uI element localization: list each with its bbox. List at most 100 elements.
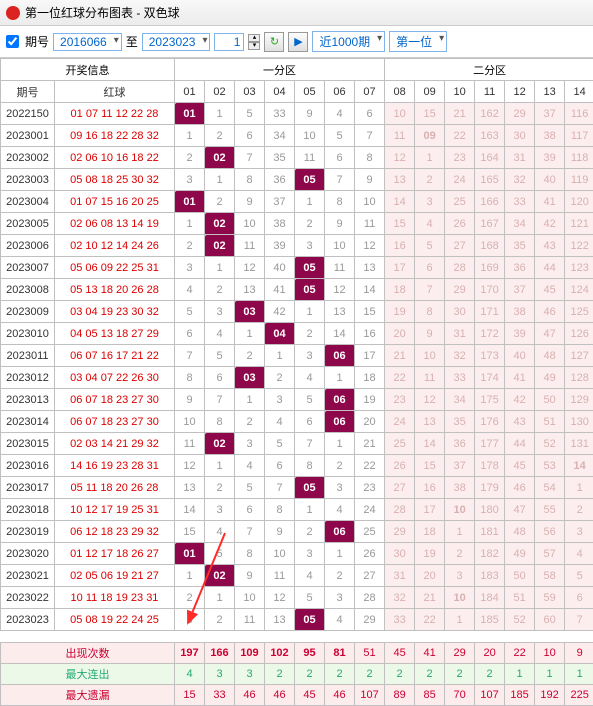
cell-num: 50: [535, 389, 565, 411]
cell-redballs: 02 06 10 16 18 22: [55, 147, 175, 169]
cell-num: 02: [205, 565, 235, 587]
cell-num: 2: [295, 521, 325, 543]
cell-num: 8: [205, 411, 235, 433]
table-row: 202301705 11 18 20 26 281325705323271638…: [1, 477, 593, 499]
range-select[interactable]: 近1000期: [312, 31, 385, 52]
cell-num: 3: [265, 389, 295, 411]
stats-label: 最大连出: [1, 664, 175, 685]
cell-num: 3: [325, 477, 355, 499]
stats-cell: 89: [385, 685, 415, 706]
cell-num: 44: [505, 433, 535, 455]
cell-num: 184: [475, 587, 505, 609]
cell-num: 179: [475, 477, 505, 499]
period-to-select[interactable]: 2023023: [142, 33, 211, 51]
cell-num: 43: [535, 235, 565, 257]
cell-issue: 2023019: [1, 521, 55, 543]
distribution-table: 开奖信息 一分区 二分区 期号 红球 010203040506070809101…: [0, 58, 593, 706]
count-input[interactable]: 1: [214, 33, 244, 51]
cell-num: 5: [235, 477, 265, 499]
cell-redballs: 02 05 06 19 21 27: [55, 565, 175, 587]
table-row: 202301004 05 13 18 27 296410421416209311…: [1, 323, 593, 345]
table-row: 202301502 03 14 21 29 321102357121251436…: [1, 433, 593, 455]
table-row: 202301203 04 07 22 26 308603241182211331…: [1, 367, 593, 389]
table-row: 202301306 07 18 23 27 309713506192312341…: [1, 389, 593, 411]
table-row: 202300305 08 18 25 30 323183605791322416…: [1, 169, 593, 191]
cell-num: 21: [355, 433, 385, 455]
period-checkbox[interactable]: [6, 35, 19, 48]
cell-issue: 2023014: [1, 411, 55, 433]
count-spinner[interactable]: ▴▾: [248, 34, 260, 50]
cell-num: 04: [265, 323, 295, 345]
cell-num: 1: [325, 433, 355, 455]
cell-num: 36: [505, 257, 535, 279]
cell-num: 6: [355, 103, 385, 125]
cell-num: 172: [475, 323, 505, 345]
cell-num: 23: [445, 147, 475, 169]
cell-num: 26: [385, 455, 415, 477]
cell-num: 16: [385, 235, 415, 257]
stats-cell: 107: [475, 685, 505, 706]
cell-num: 11: [385, 125, 415, 147]
table-row: 202300705 06 09 22 25 313112400511131762…: [1, 257, 593, 279]
cell-num: 180: [475, 499, 505, 521]
cell-num: 23: [355, 477, 385, 499]
cell-num: 4: [295, 367, 325, 389]
cell-num: 05: [295, 279, 325, 301]
cell-redballs: 02 10 12 14 24 26: [55, 235, 175, 257]
cell-redballs: 05 06 09 22 25 31: [55, 257, 175, 279]
cell-num: 33: [445, 367, 475, 389]
cell-num: 3: [205, 499, 235, 521]
refresh-icon[interactable]: ↻: [264, 32, 284, 52]
cell-issue: 2023015: [1, 433, 55, 455]
cell-num: 3: [415, 191, 445, 213]
stats-cell: 2: [415, 664, 445, 685]
cell-num: 17: [415, 499, 445, 521]
cell-num: 119: [565, 169, 593, 191]
cell-num: 11: [415, 367, 445, 389]
cell-num: 49: [505, 543, 535, 565]
cell-num: 6: [295, 411, 325, 433]
table-row: 202300109 16 18 22 28 321263410571109221…: [1, 125, 593, 147]
table-row: 202301614 16 19 23 28 311214682222615371…: [1, 455, 593, 477]
cell-num: 11: [175, 433, 205, 455]
cell-num: 1: [265, 345, 295, 367]
cell-num: 131: [565, 433, 593, 455]
go-icon[interactable]: ▶: [288, 32, 308, 52]
cell-num: 11: [355, 213, 385, 235]
cell-num: 34: [265, 125, 295, 147]
period-from-select[interactable]: 2016066: [53, 33, 122, 51]
table-row: 202300401 07 15 16 20 250129371810143251…: [1, 191, 593, 213]
cell-num: 25: [355, 521, 385, 543]
cell-num: 2: [175, 587, 205, 609]
cell-num: 12: [325, 279, 355, 301]
cell-num: 1: [175, 565, 205, 587]
cell-num: 26: [355, 543, 385, 565]
table-row: 202300502 06 08 13 14 191021038291115426…: [1, 213, 593, 235]
position-select[interactable]: 第一位: [389, 31, 447, 52]
stats-cell: 41: [415, 643, 445, 664]
cell-redballs: 04 05 13 18 27 29: [55, 323, 175, 345]
cell-num: 3: [175, 609, 205, 631]
cell-num: 7: [265, 477, 295, 499]
cell-num: 14: [415, 433, 445, 455]
cell-num: 18: [355, 367, 385, 389]
cell-redballs: 06 07 18 23 27 30: [55, 389, 175, 411]
cell-issue: 2023010: [1, 323, 55, 345]
header-col: 10: [445, 81, 475, 103]
cell-num: 19: [385, 301, 415, 323]
cell-num: 36: [445, 433, 475, 455]
cell-num: 3: [295, 235, 325, 257]
cell-num: 03: [235, 301, 265, 323]
stats-cell: 33: [205, 685, 235, 706]
cell-num: 15: [415, 103, 445, 125]
cell-num: 9: [235, 191, 265, 213]
cell-num: 2: [205, 609, 235, 631]
cell-num: 10: [265, 543, 295, 565]
stats-cell: 1: [505, 664, 535, 685]
cell-num: 6: [235, 499, 265, 521]
cell-num: 7: [355, 125, 385, 147]
cell-issue: 2023011: [1, 345, 55, 367]
cell-issue: 2023001: [1, 125, 55, 147]
cell-num: 48: [535, 345, 565, 367]
cell-num: 37: [505, 279, 535, 301]
